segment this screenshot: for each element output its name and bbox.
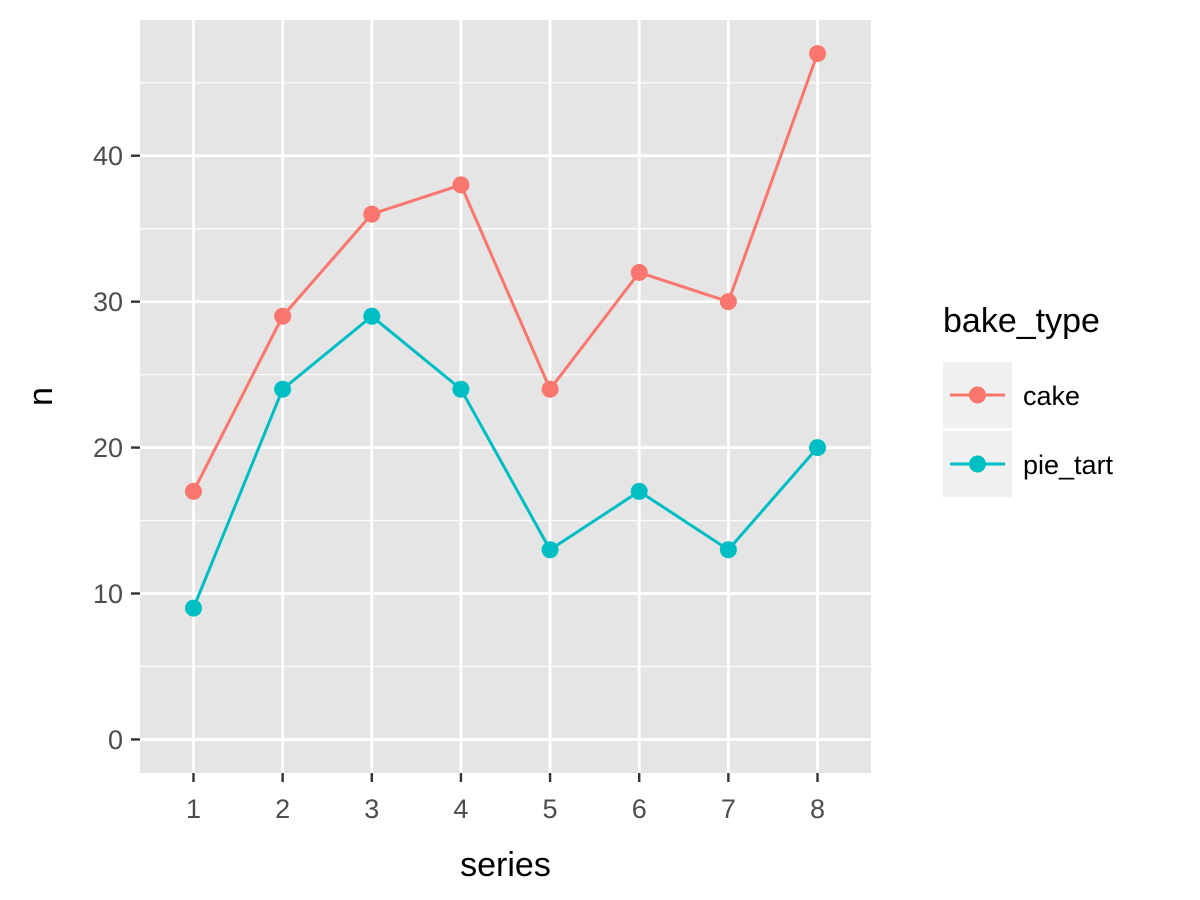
series-line-cake: [192, 53, 819, 493]
data-point-pie_tart: [541, 541, 559, 559]
plot-panel: [140, 20, 871, 773]
legend-title: bake_type: [943, 302, 1100, 340]
data-point-cake: [184, 482, 202, 500]
legend-item-cake: cake: [943, 362, 1080, 428]
x-tick-label: 7: [721, 794, 736, 824]
data-point-pie_tart: [809, 439, 827, 457]
y-tick-label: 40: [93, 141, 123, 171]
data-point-cake: [274, 307, 292, 325]
legend-key-point: [969, 455, 986, 473]
x-tick-label: 8: [810, 794, 825, 824]
y-tick-label: 0: [108, 725, 123, 755]
data-point-pie_tart: [184, 599, 202, 617]
y-tick-label: 30: [93, 287, 123, 317]
legend: bake_type cake pie_tart: [943, 302, 1114, 497]
axes: 0 10 20 30 40 1 2 3 4 5 6 7 8: [93, 141, 825, 824]
data-point-cake: [809, 45, 827, 63]
data-point-pie_tart: [363, 307, 381, 325]
y-tick-label: 10: [93, 579, 123, 609]
x-tick-label: 5: [543, 794, 558, 824]
y-axis-title: n: [22, 387, 60, 406]
legend-label: cake: [1023, 381, 1080, 411]
x-tick-label: 3: [364, 794, 379, 824]
x-tick-label: 6: [632, 794, 647, 824]
data-point-cake: [452, 176, 470, 194]
x-axis-title: series: [460, 846, 551, 884]
series-line-pie_tart: [192, 314, 819, 609]
data-point-cake: [363, 205, 381, 223]
data-point-pie_tart: [630, 482, 648, 500]
x-tick-label: 1: [186, 794, 201, 824]
data-point-pie_tart: [274, 380, 292, 398]
data-point-cake: [630, 263, 648, 281]
data-point-pie_tart: [452, 380, 470, 398]
legend-label: pie_tart: [1023, 450, 1114, 480]
x-tick-label: 4: [453, 794, 468, 824]
legend-key-point: [969, 386, 986, 404]
data-point-cake: [719, 293, 737, 311]
y-tick-label: 20: [93, 433, 123, 463]
data-series: [184, 45, 827, 617]
x-tick-label: 2: [275, 794, 290, 824]
data-point-pie_tart: [719, 541, 737, 559]
legend-item-pie_tart: pie_tart: [943, 431, 1114, 497]
data-point-cake: [541, 380, 559, 398]
